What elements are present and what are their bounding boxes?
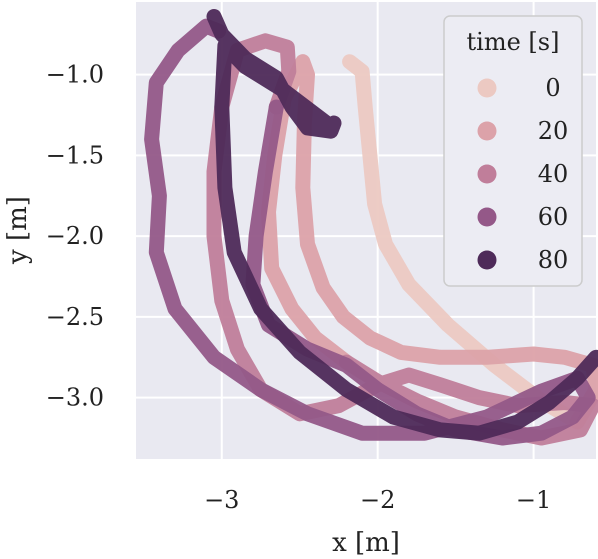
legend-label: 0 bbox=[545, 74, 560, 102]
y-tick-label: −1.5 bbox=[46, 141, 104, 169]
legend-label: 20 bbox=[538, 117, 569, 145]
y-tick-labels: −1.0 −1.5 −2.0 −2.5 −3.0 bbox=[46, 61, 104, 412]
trajectory bbox=[144, 9, 598, 446]
trajectory-series-0 bbox=[342, 54, 585, 430]
legend-marker bbox=[477, 164, 497, 184]
x-tick-label: −2 bbox=[360, 486, 395, 514]
y-tick-label: −1.0 bbox=[46, 61, 104, 89]
legend-label: 60 bbox=[538, 203, 569, 231]
legend-marker bbox=[477, 121, 497, 141]
legend-marker bbox=[477, 207, 497, 227]
y-tick-label: −2.0 bbox=[46, 222, 104, 250]
legend-title: time [s] bbox=[467, 28, 560, 56]
x-tick-labels: −3 −2 −1 bbox=[204, 486, 551, 514]
y-tick-label: −2.5 bbox=[46, 303, 104, 331]
x-tick-label: −3 bbox=[204, 486, 239, 514]
x-axis-label: x [m] bbox=[332, 528, 400, 558]
trajectory-series-1 bbox=[261, 54, 598, 430]
x-tick-label: −1 bbox=[516, 486, 551, 514]
legend: time [s] 0 20 40 60 80 bbox=[443, 15, 583, 287]
trajectory-series-4 bbox=[206, 9, 598, 441]
legend-marker bbox=[477, 250, 497, 270]
legend-marker bbox=[477, 78, 497, 98]
legend-entries: 0 20 40 60 80 bbox=[477, 74, 569, 274]
y-axis-label: y [m] bbox=[3, 196, 33, 265]
legend-label: 40 bbox=[538, 160, 569, 188]
legend-label: 80 bbox=[538, 246, 569, 274]
y-tick-label: −3.0 bbox=[46, 384, 104, 412]
